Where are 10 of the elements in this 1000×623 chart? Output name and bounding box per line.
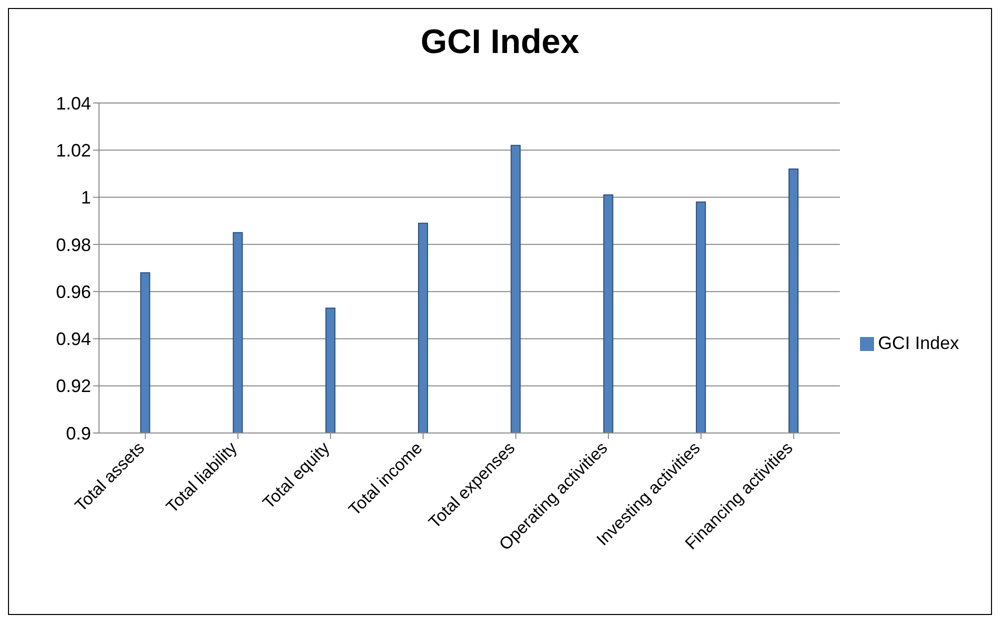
y-tick-label: 0.9 (66, 423, 91, 444)
y-tick-label: 0.94 (56, 329, 91, 350)
y-tick-label: 1.02 (56, 140, 91, 161)
legend-label: GCI Index (878, 332, 959, 352)
chart-title: GCI Index (420, 22, 580, 63)
y-tick-label: 0.96 (56, 282, 91, 302)
y-tick-label: 1 (80, 188, 91, 208)
y-tick-label: 1.04 (56, 93, 91, 114)
y-tick-label: 0.98 (56, 234, 91, 255)
y-tick-label: 0.92 (56, 376, 91, 396)
